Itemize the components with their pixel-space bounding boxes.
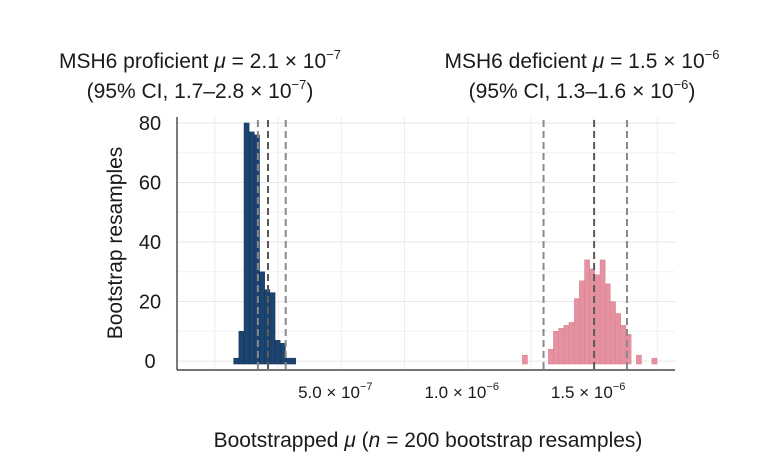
bar-0-9 <box>280 343 286 365</box>
bar-1-18 <box>651 357 658 365</box>
bar-0-2 <box>243 122 250 365</box>
bar-1-13 <box>610 301 616 365</box>
title-proficient-value: = 2.1 × 10 <box>226 50 326 73</box>
x-axis-label-prefix: Bootstrapped <box>214 429 345 452</box>
bar-1-9 <box>589 268 596 365</box>
y-tick-label-4: 80 <box>139 113 161 135</box>
title-deficient-value: = 1.5 × 10 <box>604 50 704 73</box>
bar-1-16 <box>625 334 632 365</box>
bar-1-8 <box>584 259 590 365</box>
bar-1-10 <box>594 274 601 365</box>
x-axis-label-paren: ( <box>356 429 369 452</box>
bar-1-11 <box>599 259 606 365</box>
bar-0-8 <box>274 340 281 365</box>
title-deficient-line2: (95% CI, 1.3–1.6 × 10−6) <box>469 77 696 103</box>
bar-1-6 <box>573 298 580 365</box>
bar-1-15 <box>620 325 627 365</box>
title-deficient-mu: μ <box>592 50 605 73</box>
bar-1-2 <box>553 331 559 365</box>
bar-1-4 <box>563 325 570 365</box>
bar-1-1 <box>548 348 554 365</box>
bar-0-11 <box>290 357 297 365</box>
title-deficient-ci: (95% CI, 1.3–1.6 × 10 <box>469 80 674 103</box>
x-tick-mantissa-0: 5.0 × 10 <box>298 383 360 402</box>
title-deficient-ci-exponent: −6 <box>674 77 689 92</box>
bar-0-3 <box>248 131 255 365</box>
title-proficient-mu: μ <box>213 50 226 73</box>
x-tick-exponent-0: −7 <box>360 381 373 393</box>
title-deficient-ci-close: ) <box>688 80 695 103</box>
title-proficient-ci: (95% CI, 1.7–2.8 × 10 <box>87 80 292 103</box>
x-tick-exponent-2: −6 <box>613 381 626 393</box>
x-axis-label-mu: μ <box>343 429 356 452</box>
x-axis-label: Bootstrapped μ (n = 200 bootstrap resamp… <box>214 429 643 452</box>
y-tick-label-2: 40 <box>139 232 161 254</box>
title-deficient-exponent: −6 <box>705 47 720 62</box>
title-deficient-line1: MSH6 deficient μ = 1.5 × 10−6 <box>445 47 720 73</box>
bar-0-0 <box>233 357 240 365</box>
bar-1-7 <box>579 280 585 365</box>
title-proficient-ci-exponent: −7 <box>292 77 307 92</box>
bar-1-3 <box>558 328 564 365</box>
bar-0-5 <box>259 271 265 365</box>
reference-lines-layer <box>256 120 628 370</box>
title-deficient-prefix: MSH6 deficient <box>445 50 593 73</box>
x-axis-label-n: n <box>369 429 381 452</box>
y-axis-label: Bootstrap resamples <box>104 147 127 340</box>
bar-0-7 <box>269 292 276 365</box>
x-tick-label-2: 1.5 × 10−6 <box>551 381 625 402</box>
bars-layer <box>233 122 658 365</box>
bar-0-1 <box>238 331 245 365</box>
title-proficient-ci-close: ) <box>306 80 313 103</box>
title-proficient-line2: (95% CI, 1.7–2.8 × 10−7) <box>87 77 314 103</box>
bar-1-17 <box>636 354 642 365</box>
bar-1-14 <box>615 313 621 365</box>
x-tick-mantissa-1: 1.0 × 10 <box>424 383 486 402</box>
bar-1-0 <box>522 354 528 365</box>
title-proficient-prefix: MSH6 proficient <box>59 50 214 73</box>
title-proficient-exponent: −7 <box>326 47 341 62</box>
bar-1-5 <box>568 322 575 365</box>
x-tick-mantissa-2: 1.5 × 10 <box>551 383 613 402</box>
y-tick-label-3: 60 <box>139 172 161 194</box>
x-axis-label-rest: = 200 bootstrap resamples) <box>380 429 642 452</box>
y-tick-label-0: 0 <box>144 351 155 373</box>
title-proficient-line1: MSH6 proficient μ = 2.1 × 10−7 <box>59 47 341 73</box>
y-tick-label-1: 20 <box>139 292 161 314</box>
x-tick-label-1: 1.0 × 10−6 <box>424 381 498 402</box>
x-tick-label-0: 5.0 × 10−7 <box>298 381 372 402</box>
bar-1-12 <box>605 283 611 365</box>
x-tick-exponent-1: −6 <box>486 381 499 393</box>
